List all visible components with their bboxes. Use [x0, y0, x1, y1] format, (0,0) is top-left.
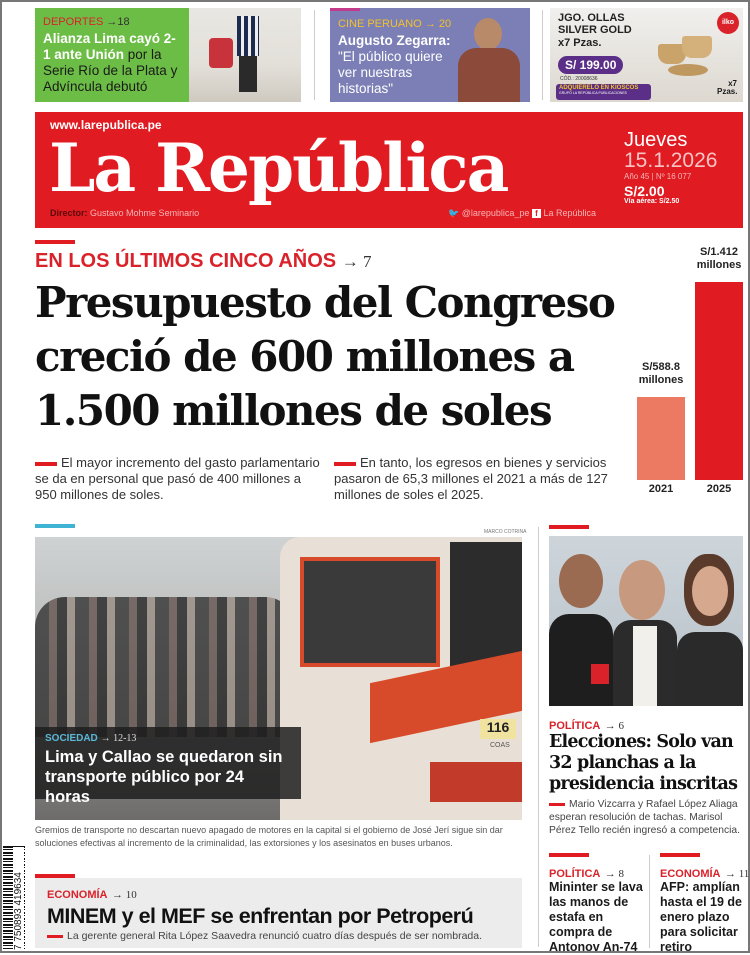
twitter-handle[interactable]: @larepublica_pe: [461, 208, 530, 218]
teaser-title: por la Serie Río de la Plata y Advíncula…: [43, 47, 178, 94]
elections-section: POLÍTICA: [549, 720, 601, 732]
bus-stop-photo[interactable]: 116 COAS SOCIEDAD → 12-13 Lima y Callao …: [35, 537, 522, 820]
twitter-icon: 🐦: [448, 208, 460, 218]
bullet-dash: [334, 461, 356, 466]
weekday: Jueves: [624, 129, 688, 151]
ad-ollas[interactable]: JGO. OLLAS SILVER GOLD x7 Pzas. S/ 199.0…: [550, 8, 743, 102]
director-label: Director:: [50, 208, 88, 218]
divider: [649, 855, 650, 948]
lead-bullet-text: El mayor incremento del gasto parlamenta…: [35, 455, 320, 502]
bullet-dash: [35, 461, 57, 466]
section-marker: [35, 524, 75, 528]
elections-summary-text: Mario Vizcarra y Rafael López Aliaga esp…: [549, 799, 740, 836]
economy-section: ECONOMÍA: [47, 889, 108, 901]
ad-cta-sub: GRUPO LA REPÚBLICA PUBLICACIONES: [559, 91, 627, 95]
lead-bullet-2: En tanto, los egresos en bienes y servic…: [334, 455, 609, 503]
brief-kicker: ECONOMÍA → 11: [660, 864, 749, 882]
section-marker: [660, 853, 700, 857]
bar-category-label: 2025: [706, 483, 732, 495]
teaser-title: "El público quiere ver nuestras historia…: [338, 49, 443, 96]
masthead: www.larepublica.pe La República Director…: [35, 112, 743, 228]
brief-headline-mininter[interactable]: Mininter se lava las manos de estafa en …: [549, 880, 643, 954]
cover-price: S/2.00: [624, 183, 665, 199]
brief-page: → 8: [604, 868, 625, 880]
economy-summary: La gerente general Rita López Saavedra r…: [67, 930, 483, 942]
photo-headline-box[interactable]: SOCIEDAD → 12-13 Lima y Callao se quedar…: [35, 727, 301, 806]
economy-headline: MINEM y el MEF se enfrentan por Petroper…: [47, 904, 474, 928]
lead-kicker: EN LOS ÚLTIMOS CINCO AÑOS: [35, 250, 337, 272]
photo-caption: Gremios de transporte no descartan nuevo…: [35, 825, 503, 848]
lead-headline[interactable]: Presupuesto del Congreso creció de 600 m…: [35, 278, 616, 435]
bar-2021: [637, 397, 685, 480]
section-marker: [35, 874, 75, 878]
bullet-dash: [47, 934, 63, 938]
bar-category-label: 2021: [648, 483, 674, 495]
elections-page: → 6: [604, 720, 625, 732]
bus-label: COAS: [490, 742, 510, 749]
air-price: Vía aérea: S/2.50: [624, 198, 680, 205]
teaser-title-bold: Alianza Lima cayó 2-1 ante Unión: [43, 31, 176, 62]
divider: [314, 10, 315, 100]
elections-headline[interactable]: Elecciones: Solo van 32 planchas a la pr…: [549, 732, 738, 794]
teaser-section: DEPORTES: [43, 16, 104, 28]
economy-box[interactable]: ECONOMÍA → 10 MINEM y el MEF se enfrenta…: [35, 874, 522, 948]
date: 15.1.2026: [624, 149, 718, 172]
teaser-title-bold: Augusto Zegarra:: [338, 33, 451, 48]
section-marker: [549, 525, 589, 529]
teaser-deportes[interactable]: DEPORTES →18 Alianza Lima cayó 2-1 ante …: [35, 8, 301, 102]
bar-value-label: S/588.8 millones: [638, 361, 684, 387]
ad-code: CÓD.: 20008636: [560, 76, 598, 82]
ad-qty: x7 Pzas.: [558, 37, 602, 49]
story-headline: Lima y Callao se quedaron sin transporte…: [45, 748, 283, 806]
facebook-page[interactable]: La República: [543, 208, 596, 218]
ad-product: JGO. OLLAS SILVER GOLD: [558, 12, 632, 36]
divider: [538, 527, 539, 947]
lead-page: → 7: [341, 252, 372, 271]
bus-route-number: 116: [480, 719, 516, 739]
brief-headline-afp[interactable]: AFP: amplían hasta el 19 de enero plazo …: [660, 880, 742, 954]
football-photo: [189, 8, 301, 102]
section-marker: [35, 240, 75, 244]
bar-2025: [695, 282, 743, 480]
ad-cta: ADQUIÉRELO EN KIOSCOS: [559, 85, 639, 91]
economy-page: → 10: [111, 889, 137, 901]
lead-bullet-text: En tanto, los egresos en bienes y servic…: [334, 455, 608, 502]
bar-value-label: S/1.412 millones: [696, 246, 742, 271]
elections-kicker: POLÍTICA → 6: [549, 716, 624, 734]
speaker-photo: [452, 18, 526, 102]
issue-number: Año 45 | Nº 16 077: [624, 172, 692, 181]
teaser-cine[interactable]: CINE PERUANO → 20 Augusto Zegarra: "El p…: [330, 8, 530, 102]
brief-page: → 11: [724, 868, 750, 880]
divider: [542, 10, 543, 100]
photo-credit: MARCO COTRINA: [484, 529, 527, 535]
lead-kicker-line: EN LOS ÚLTIMOS CINCO AÑOS → 7: [35, 250, 371, 273]
section-marker: [549, 853, 589, 857]
bullet-dash: [549, 802, 565, 806]
teaser-page: →18: [106, 16, 130, 28]
story-page: → 12-13: [100, 733, 137, 744]
facebook-icon: f: [531, 209, 541, 218]
barcode-number: 7 750893 419634: [13, 847, 24, 950]
bus: 116 COAS: [280, 537, 522, 820]
pots-image: [658, 36, 718, 78]
newspaper-logo: La República: [49, 129, 509, 207]
brief-section: ECONOMÍA: [660, 868, 721, 880]
ad-price: S/ 199.00: [558, 56, 624, 74]
budget-bar-chart: S/588.8 millones 2021 S/1.412 millones 2025: [625, 240, 750, 500]
director-name: Gustavo Mohme Seminario: [90, 208, 200, 218]
lead-bullet-1: El mayor incremento del gasto parlamenta…: [35, 455, 325, 503]
story-section: SOCIEDAD: [45, 733, 98, 744]
ad-qty-corner: x7 Pzas.: [717, 79, 738, 96]
teaser-page: → 20: [424, 18, 452, 30]
brief-kicker: POLÍTICA → 8: [549, 864, 624, 882]
candidates-photo[interactable]: [549, 536, 743, 706]
ilko-logo: ilko: [717, 12, 739, 34]
site-url[interactable]: www.larepublica.pe: [50, 118, 162, 132]
teaser-section: CINE PERUANO: [338, 18, 422, 30]
elections-summary: Mario Vizcarra y Rafael López Aliaga esp…: [549, 798, 745, 837]
brief-section: POLÍTICA: [549, 868, 601, 880]
